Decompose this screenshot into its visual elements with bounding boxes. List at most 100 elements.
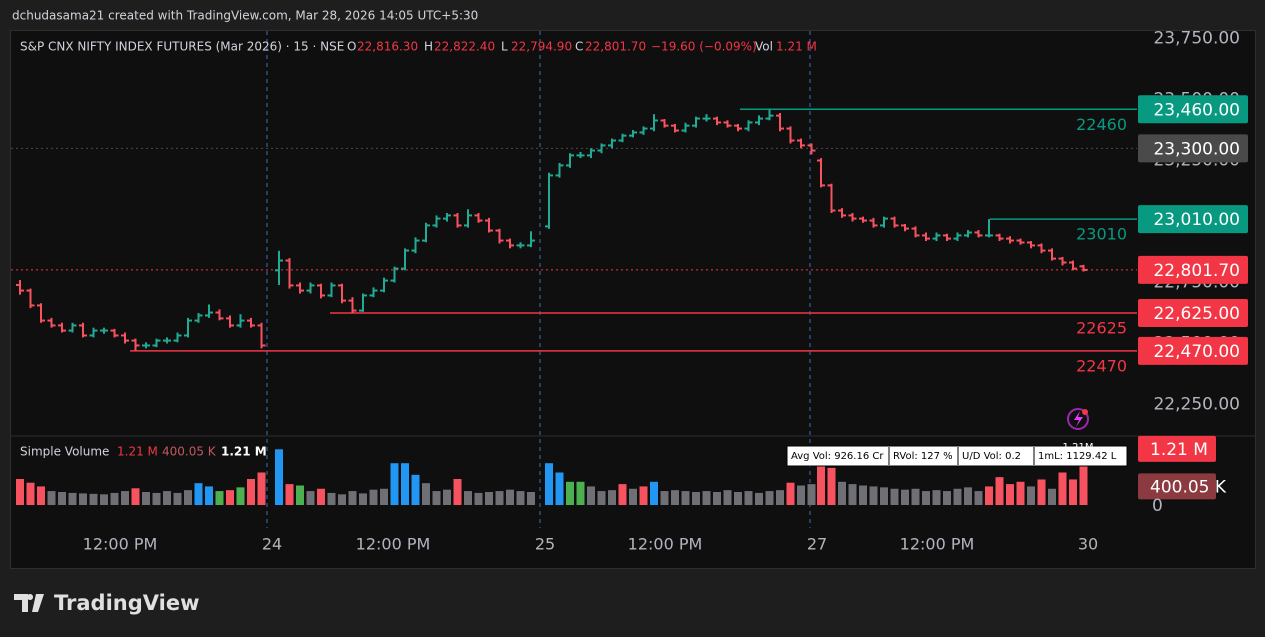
volume-bar [506, 489, 514, 505]
volume-bar [702, 491, 711, 505]
x-tick-label: 12:00 PM [83, 535, 158, 554]
volume-bar [184, 490, 192, 505]
volume-tag [1138, 435, 1216, 462]
volume-bar [121, 491, 129, 505]
attribution: dchudasama21 created with TradingView.co… [12, 9, 478, 23]
legend-value: 22,822.40 [434, 40, 495, 54]
volume-bar [597, 491, 606, 505]
volume-bar [660, 491, 669, 505]
volume-bar [576, 481, 585, 505]
volume-bar [713, 492, 721, 505]
volume-bar [776, 490, 784, 505]
legend-key: L [501, 40, 508, 54]
volume-bar [432, 491, 441, 505]
level-note: 22470 [1076, 356, 1127, 375]
x-tick-label: 12:00 PM [628, 535, 703, 554]
y-tick-label: 23,750.00 [1153, 29, 1240, 49]
x-tick-label: 25 [535, 535, 555, 554]
volume-bar [58, 492, 66, 505]
price-tag [1138, 134, 1248, 163]
volume-bar [348, 491, 357, 505]
legend-value: 22,816.30 [357, 40, 418, 54]
volume-bar [859, 485, 867, 505]
volume-bar [566, 481, 574, 505]
volume-bar [390, 463, 399, 505]
volume-bar [1079, 448, 1088, 505]
volume-bar [786, 482, 795, 505]
volume-bar [26, 482, 35, 505]
volume-bar [236, 487, 245, 505]
volume-bar [608, 490, 616, 505]
volume-bar [922, 491, 930, 505]
volume-bar [464, 491, 472, 505]
volume-bar [827, 467, 836, 505]
volume-bar [545, 463, 553, 505]
level-note: 23010 [1076, 225, 1127, 244]
x-tick-label: 24 [262, 535, 282, 554]
price-tag [1138, 95, 1248, 124]
volume-bar [671, 490, 679, 505]
volume-bar [474, 492, 483, 505]
volume-bar [306, 491, 315, 505]
volume-bar [1058, 472, 1067, 505]
volume-bar [974, 491, 983, 505]
volume-bar [765, 491, 774, 505]
volume-bar [68, 492, 77, 505]
volume-bar [485, 492, 493, 505]
symbol: S&P CNX NIFTY INDEX FUTURES (Mar 2026) ·… [20, 40, 344, 54]
price-tag-label: 22,801.70 [1153, 261, 1240, 281]
volume-bar [1048, 488, 1056, 505]
volume-bar [817, 460, 825, 505]
stat: RVol: 127 % [893, 451, 953, 462]
volume-bar [142, 492, 150, 505]
volume-bar [555, 472, 564, 505]
volume-bar [911, 488, 920, 505]
x-tick-label: 30 [1078, 535, 1098, 554]
volume-bar [422, 483, 430, 505]
stat: U/D Vol: 0.2 [962, 451, 1021, 462]
volume-bar [411, 474, 420, 505]
volume-peak-label: 1.21M [1063, 442, 1094, 453]
x-tick-label: 12:00 PM [356, 535, 431, 554]
price-tag [1138, 299, 1248, 328]
price-tag-label: 23,300.00 [1153, 139, 1240, 159]
volume-bar [723, 490, 732, 505]
price-tag-label: 23,460.00 [1153, 100, 1240, 120]
alert-bolt [1074, 411, 1083, 427]
price-tag-label: 22,470.00 [1153, 342, 1240, 362]
volume-tag-label: 400.05 K [1150, 477, 1227, 497]
volume-bar [205, 486, 213, 505]
volume-bar [744, 491, 753, 505]
volume-bar [443, 489, 451, 505]
level-note: 22460 [1076, 115, 1127, 134]
volume-bar [369, 489, 378, 505]
volume-bar [215, 491, 224, 505]
price-tag [1138, 336, 1248, 365]
volume-legend: 1.21 M [117, 445, 158, 459]
change: −19.60 (−0.09%) [651, 40, 757, 54]
volume-bar [848, 484, 857, 505]
volume-bar [807, 484, 816, 505]
volume-bar [453, 479, 462, 505]
volume-tag-label: 1.21 M [1150, 440, 1208, 460]
volume-bar [338, 494, 346, 505]
volume-bar [838, 481, 846, 505]
volume-tag-label: 0 [1152, 496, 1163, 516]
volume-bar [629, 488, 637, 505]
volume-tag [1138, 473, 1216, 500]
logo [14, 594, 44, 612]
stat: 1mL: 1129.42 L [1038, 451, 1117, 462]
legend-value: 22,794.90 [511, 40, 572, 54]
volume-bar [47, 491, 56, 505]
volume-bar [226, 490, 234, 505]
volume-bar [131, 488, 140, 505]
legend-key: C [575, 40, 583, 54]
volume-bar [16, 479, 24, 505]
volume-bar [639, 486, 648, 505]
volume-bar [932, 490, 941, 505]
volume-bar [380, 488, 388, 505]
alert-icon[interactable] [1067, 408, 1089, 430]
volume-bar [755, 492, 763, 505]
volume-bar [317, 488, 325, 505]
volume-bar [618, 484, 627, 505]
